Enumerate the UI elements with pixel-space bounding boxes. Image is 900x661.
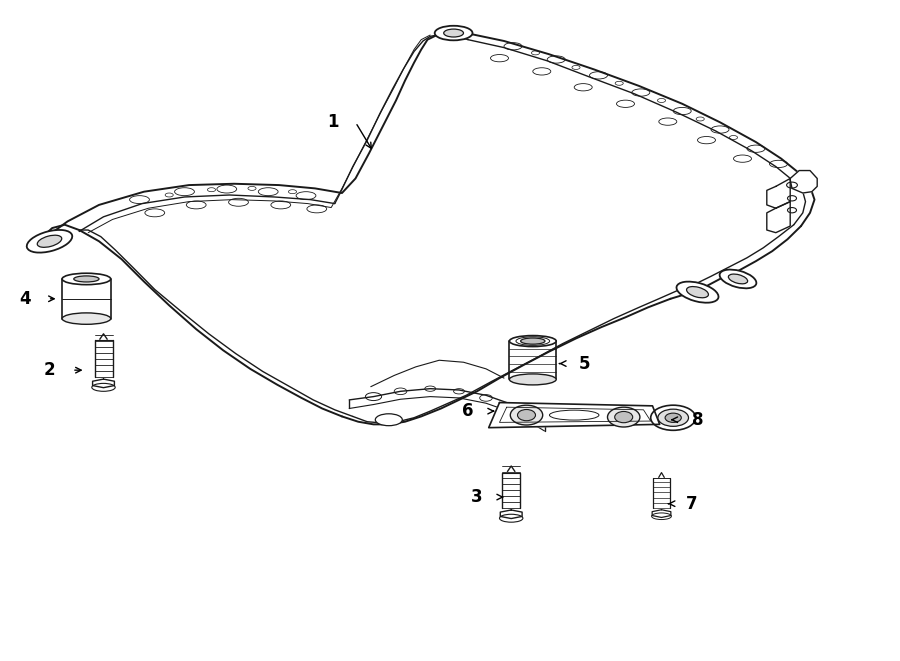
Polygon shape [790, 171, 817, 193]
Ellipse shape [500, 514, 523, 522]
Ellipse shape [62, 273, 111, 285]
Ellipse shape [615, 411, 633, 423]
Ellipse shape [608, 407, 640, 427]
Polygon shape [508, 466, 515, 471]
Ellipse shape [444, 29, 464, 37]
Polygon shape [659, 473, 664, 477]
Ellipse shape [435, 26, 472, 40]
Ellipse shape [509, 336, 556, 346]
Text: 5: 5 [580, 354, 590, 373]
Ellipse shape [665, 413, 681, 422]
Text: 7: 7 [686, 494, 697, 513]
Ellipse shape [677, 282, 718, 303]
Ellipse shape [62, 313, 111, 325]
Ellipse shape [92, 383, 115, 391]
Polygon shape [767, 202, 790, 233]
Ellipse shape [651, 405, 696, 430]
Ellipse shape [74, 276, 99, 282]
Polygon shape [93, 379, 114, 387]
Polygon shape [767, 178, 790, 208]
Polygon shape [500, 510, 522, 518]
Ellipse shape [652, 513, 671, 520]
Ellipse shape [27, 230, 72, 253]
Ellipse shape [720, 270, 756, 288]
Ellipse shape [509, 374, 556, 385]
Text: 1: 1 [328, 113, 338, 132]
Ellipse shape [375, 414, 402, 426]
Ellipse shape [687, 287, 708, 297]
Text: 3: 3 [472, 488, 482, 506]
Polygon shape [45, 32, 814, 424]
Polygon shape [489, 403, 660, 428]
Ellipse shape [658, 409, 688, 426]
Text: 4: 4 [20, 290, 31, 308]
Polygon shape [100, 334, 107, 339]
Ellipse shape [37, 235, 62, 247]
Ellipse shape [728, 274, 748, 284]
Ellipse shape [520, 338, 545, 344]
Text: 6: 6 [463, 402, 473, 420]
Polygon shape [652, 510, 670, 518]
Ellipse shape [549, 410, 599, 420]
Ellipse shape [510, 405, 543, 425]
Text: 2: 2 [44, 361, 55, 379]
Ellipse shape [518, 409, 536, 421]
Text: 8: 8 [692, 410, 703, 429]
